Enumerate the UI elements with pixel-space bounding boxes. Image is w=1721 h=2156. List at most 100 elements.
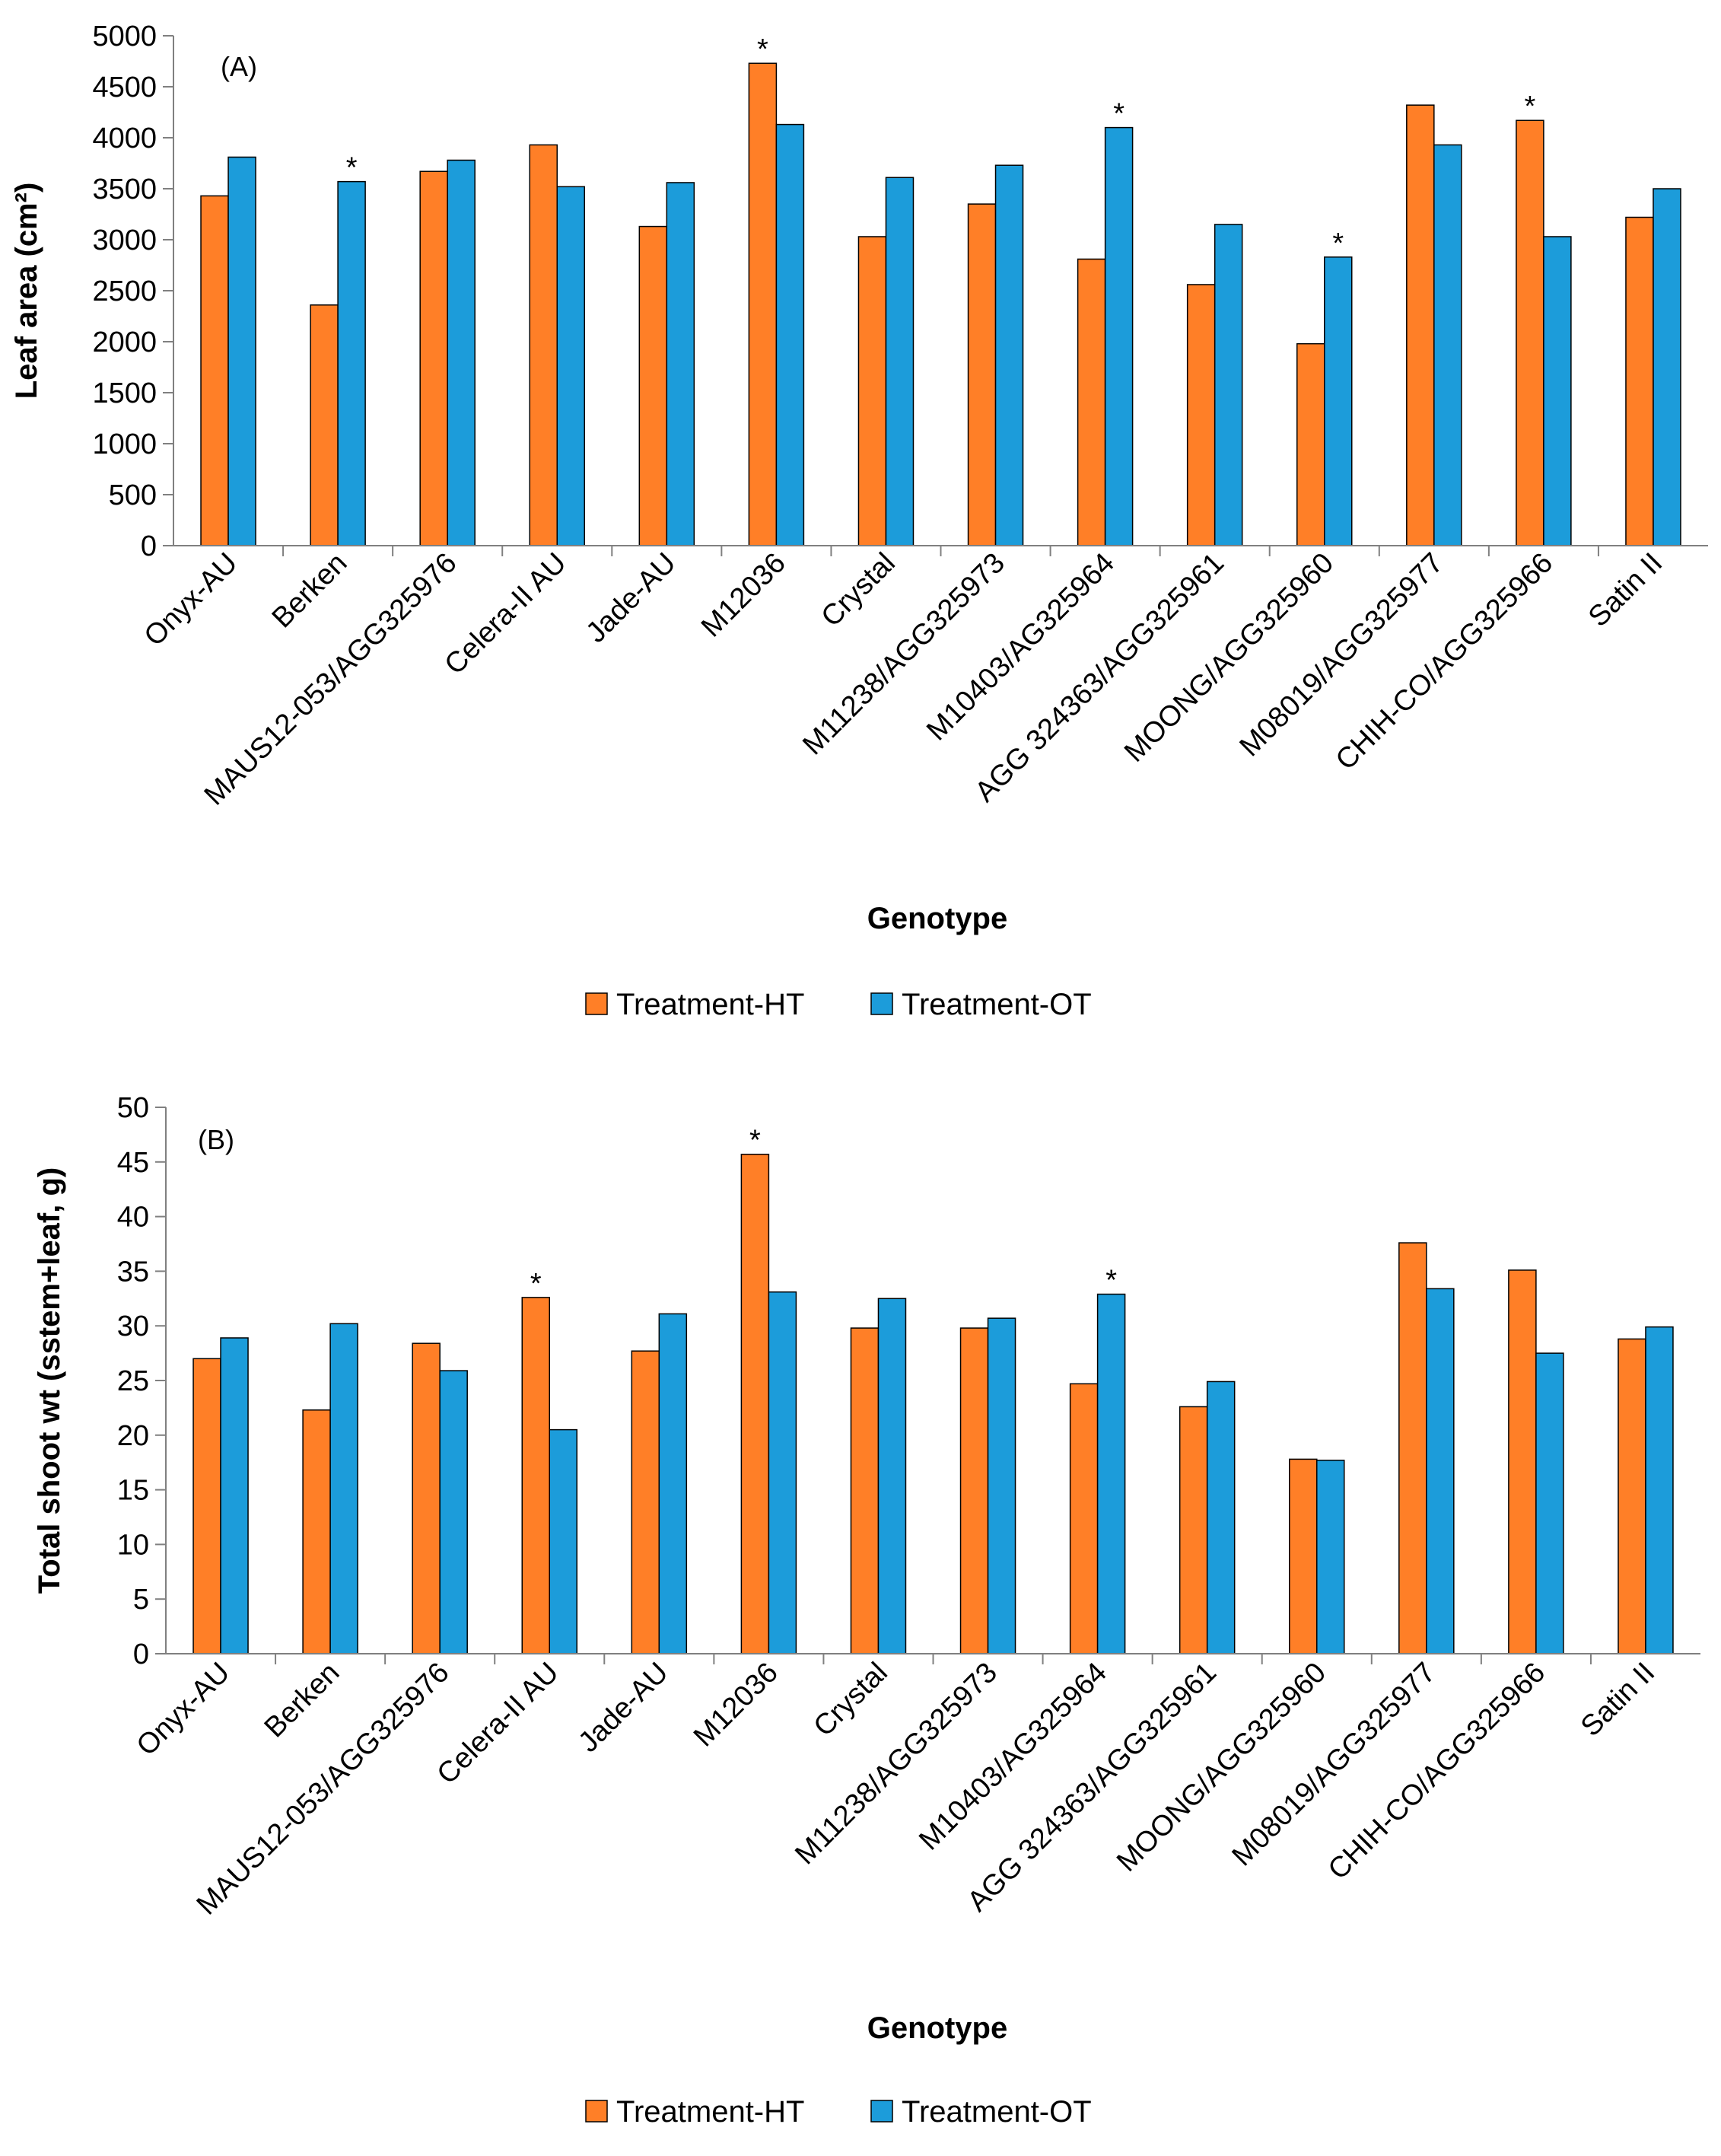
bar-treatment-ht [200, 195, 229, 546]
category-label: CHIH-CO/AGG325966 [1330, 547, 1559, 776]
bar-treatment-ot [1316, 1460, 1345, 1654]
bar-treatment-ht [412, 1342, 441, 1654]
bar-treatment-ot [1433, 144, 1462, 546]
y-tick-label: 4000 [92, 123, 157, 154]
y-tick-label: 5000 [92, 21, 157, 53]
bar-treatment-ht [959, 1327, 989, 1654]
category-label: Onyx-AU [138, 547, 244, 653]
bar-treatment-ot [227, 156, 256, 546]
significance-asterisk: * [757, 33, 768, 65]
category-label: M11238/AGG325973 [789, 1657, 1004, 1871]
bar-treatment-ht [1289, 1458, 1318, 1654]
bar-treatment-ht [1077, 258, 1106, 546]
bar-treatment-ht [529, 144, 558, 546]
bar-treatment-ot [1206, 1381, 1236, 1654]
category-label: MOONG/AGG325960 [1111, 1657, 1332, 1878]
legend: Treatment-HT Treatment-OT [585, 988, 1092, 1021]
bar-treatment-ht [1179, 1406, 1208, 1654]
y-tick-label: 25 [117, 1365, 149, 1397]
y-tick-label: 0 [133, 1638, 149, 1670]
category-label: MOONG/AGG325960 [1118, 547, 1340, 769]
bar-treatment-ot [1543, 236, 1572, 546]
y-tick-label: 3000 [92, 225, 157, 256]
bar-treatment-ht [631, 1350, 660, 1654]
x-axis-title: Genotype [867, 902, 1007, 935]
bar-treatment-ot [549, 1428, 577, 1654]
bar-treatment-ht [419, 170, 448, 546]
y-tick-label: 500 [109, 479, 157, 511]
y-tick-label: 1000 [92, 428, 157, 460]
bar-treatment-ht [1406, 104, 1435, 546]
category-label: CHIH-CO/AGG325966 [1322, 1657, 1551, 1886]
bar-treatment-ht [1069, 1383, 1099, 1654]
category-label: Onyx-AU [131, 1657, 237, 1763]
bar-treatment-ot [775, 123, 805, 546]
x-axis-title: Genotype [867, 2011, 1007, 2045]
bar-treatment-ot [666, 182, 695, 546]
significance-asterisk: * [1105, 1265, 1117, 1297]
y-tick-label: 15 [117, 1475, 149, 1507]
bar-treatment-ht [967, 203, 997, 546]
bar-treatment-ht [748, 62, 778, 546]
y-tick-label: 40 [117, 1202, 149, 1234]
y-tick-label: 10 [117, 1529, 149, 1561]
y-tick-label: 35 [117, 1256, 149, 1288]
y-tick-label: 30 [117, 1310, 149, 1342]
significance-asterisk: * [1524, 91, 1535, 123]
bar-treatment-ht [1516, 119, 1544, 546]
category-label: Jade-AU [580, 547, 682, 649]
bar-treatment-ht [740, 1153, 770, 1654]
bar-treatment-ot [1426, 1288, 1455, 1654]
category-label: M11238/AGG325973 [797, 547, 1011, 762]
category-label: Berken [266, 547, 354, 635]
y-tick-label: 2500 [92, 275, 157, 307]
bar-treatment-ot [1535, 1352, 1564, 1654]
bar-treatment-ot [1324, 256, 1353, 546]
y-axis-title: Total shoot wt (sstem+leaf, g) [33, 1167, 66, 1594]
bar-treatment-ht [1398, 1242, 1427, 1654]
significance-asterisk: * [749, 1125, 761, 1157]
significance-asterisk: * [530, 1268, 542, 1300]
bar-treatment-ht [302, 1409, 331, 1654]
y-tick-label: 1500 [92, 377, 157, 409]
y-tick-label: 45 [117, 1147, 149, 1179]
bar-treatment-ot [994, 164, 1024, 546]
legend-swatch-ot [870, 992, 893, 1015]
legend-swatch-ht [585, 2100, 608, 2123]
bar-treatment-ht [1508, 1269, 1537, 1654]
y-axis-title: Leaf area (cm²) [10, 183, 43, 400]
category-label: M10403/AG325964 [921, 547, 1121, 747]
y-tick-label: 2000 [92, 326, 157, 358]
panel-label: (A) [221, 51, 257, 82]
bar-treatment-ot [885, 177, 915, 546]
bar-treatment-ot [1104, 126, 1134, 546]
category-label: M08019/AGG325977 [1226, 1657, 1443, 1873]
category-label: M12036 [688, 1657, 784, 1753]
bar-treatment-ht [638, 225, 668, 546]
significance-asterisk: * [346, 152, 358, 184]
y-tick-label: 3500 [92, 174, 157, 205]
significance-asterisk: * [1113, 98, 1125, 130]
bar-treatment-ot [447, 159, 476, 546]
category-label: Jade-AU [572, 1657, 674, 1759]
legend-label-ht: Treatment-HT [616, 2095, 804, 2129]
category-label: Crystal [816, 547, 902, 633]
bar-treatment-ht [1296, 342, 1325, 546]
bar-treatment-ot [1096, 1293, 1126, 1654]
bar-treatment-ht [850, 1327, 880, 1654]
bar-treatment-ht [310, 304, 339, 546]
y-tick-label: 5 [133, 1584, 149, 1616]
bar-treatment-ht [1625, 216, 1654, 546]
category-label: Satin II [1583, 547, 1669, 633]
category-label: Satin II [1575, 1657, 1661, 1743]
y-tick-label: 0 [141, 530, 157, 562]
category-label: Berken [259, 1657, 346, 1744]
bar-treatment-ot [987, 1317, 1016, 1654]
category-label: M08019/AGG325977 [1234, 547, 1450, 763]
legend-label-ht: Treatment-HT [616, 988, 804, 1021]
bar-treatment-ot [1214, 224, 1243, 546]
bar-treatment-ot [220, 1337, 249, 1654]
bar-treatment-ot [877, 1298, 907, 1654]
